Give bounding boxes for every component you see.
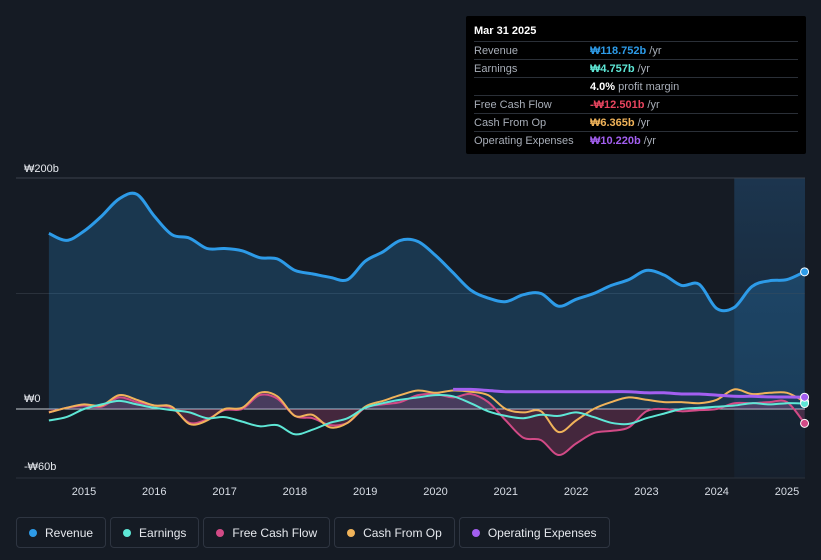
legend-dot-icon (29, 528, 37, 537)
x-tick-label-2018: 2018 (283, 486, 307, 498)
x-tick-label-2017: 2017 (212, 486, 236, 498)
x-tick-label-2016: 2016 (142, 486, 166, 498)
y-axis-label-bottom: -₩60b (24, 461, 56, 473)
x-tick-label-2019: 2019 (353, 486, 377, 498)
data-tooltip: Mar 31 2025 Revenue ₩118.752b /yr Earnin… (466, 16, 806, 154)
tooltip-row-revenue: Revenue ₩118.752b /yr (474, 42, 798, 60)
tooltip-row-operating-expenses: Operating Expenses ₩10.220b /yr (474, 132, 798, 149)
x-tick-label-2015: 2015 (72, 486, 96, 498)
profit-margin-label: profit margin (618, 80, 680, 93)
legend-item-revenue[interactable]: Revenue (16, 517, 107, 548)
tooltip-row-earnings: Earnings ₩4.757b /yr (474, 60, 798, 78)
x-tick-label-2021: 2021 (494, 486, 518, 498)
tooltip-label: Earnings (474, 62, 518, 75)
legend-item-cash-from-op[interactable]: Cash From Op (334, 517, 455, 548)
legend-item-earnings[interactable]: Earnings (110, 517, 200, 548)
series-line-revenue (48, 191, 806, 313)
tooltip-label: Free Cash Flow (474, 98, 552, 111)
tooltip-label: Cash From Op (474, 116, 547, 129)
legend-label: Cash From Op (363, 525, 442, 540)
tooltip-unit: /yr (643, 134, 656, 147)
series-layer (48, 191, 806, 456)
legend-item-free-cash-flow[interactable]: Free Cash Flow (203, 517, 331, 548)
tooltip-value: ₩6.365b (590, 116, 635, 129)
x-axis-ticks: 2015 2016 2017 2018 2019 2020 2021 2022 2023 2024… (72, 486, 799, 498)
profit-margin-value: 4.0% (590, 80, 616, 93)
chart-legend: Revenue Earnings Free Cash Flow Cash Fro… (16, 517, 610, 548)
x-tick-label-2025: 2025 (775, 486, 799, 498)
legend-label: Free Cash Flow (232, 525, 318, 540)
tooltip-unit: /yr (649, 44, 662, 57)
series-area-revenue (48, 193, 805, 409)
tooltip-value: ₩10.220b (590, 134, 641, 147)
x-tick-label-2023: 2023 (634, 486, 658, 498)
tooltip-unit: /yr (637, 116, 650, 129)
tooltip-row-cash-from-op: Cash From Op ₩6.365b /yr (474, 114, 798, 132)
tooltip-label: Operating Expenses (474, 134, 574, 147)
y-axis-label-zero: ₩0 (24, 393, 41, 405)
legend-dot-icon (216, 528, 225, 537)
legend-label: Revenue (45, 525, 94, 540)
tooltip-value: ₩118.752b (590, 44, 647, 57)
end-markers (800, 267, 810, 428)
legend-dot-icon (347, 528, 356, 537)
legend-label: Earnings (139, 525, 187, 540)
x-tick-label-2020: 2020 (423, 486, 447, 498)
forecast-region (734, 178, 805, 478)
tooltip-unit: /yr (647, 98, 660, 111)
end-marker-operating-expenses (800, 392, 810, 402)
x-tick-label-2024: 2024 (704, 486, 728, 498)
end-marker-free-cash-flow (800, 418, 810, 428)
y-axis-label-top: ₩200b (24, 163, 59, 175)
legend-dot-icon (471, 528, 480, 537)
tooltip-label: Revenue (474, 44, 519, 57)
legend-item-operating-expenses[interactable]: Operating Expenses (458, 517, 610, 548)
tooltip-value: -₩12.501b (590, 98, 645, 111)
series-line-cash-from-op (48, 388, 806, 434)
x-tick-label-2022: 2022 (564, 486, 588, 498)
tooltip-row-profit-margin: 4.0% profit margin (474, 78, 798, 96)
tooltip-date: Mar 31 2025 (474, 24, 798, 42)
tooltip-unit: /yr (637, 62, 650, 75)
legend-dot-icon (123, 528, 132, 537)
tooltip-value: ₩4.757b (590, 62, 635, 75)
tooltip-row-free-cash-flow: Free Cash Flow -₩12.501b /yr (474, 96, 798, 114)
legend-label: Operating Expenses (487, 525, 597, 540)
series-line-operating-expenses (453, 387, 805, 399)
series-line-earnings (48, 394, 805, 436)
end-marker-revenue (800, 267, 810, 277)
